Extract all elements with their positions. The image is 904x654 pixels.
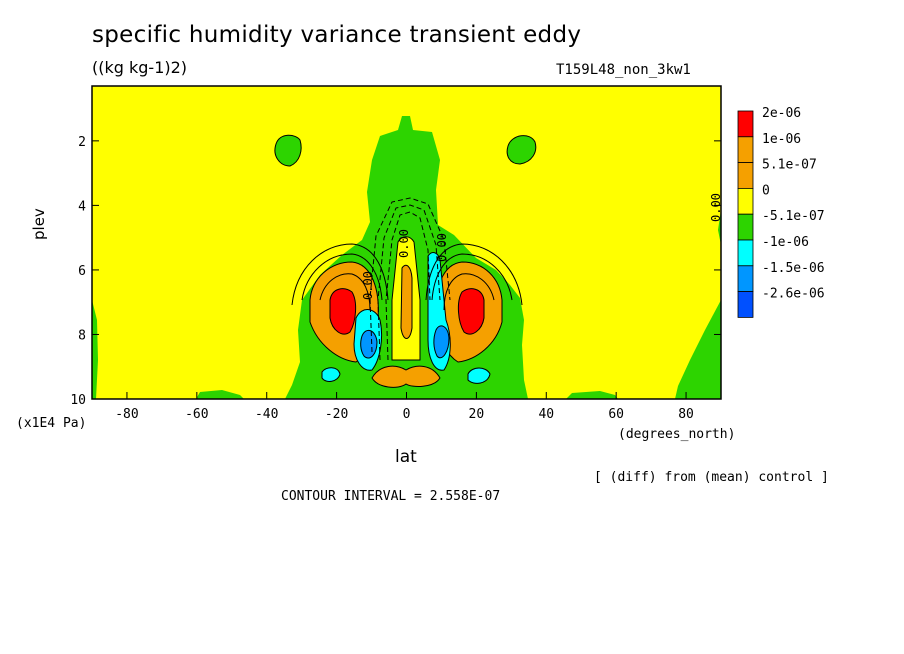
cyan-small-south [321, 367, 341, 382]
legend-swatch [737, 136, 754, 164]
contour-label: 0.00 [397, 229, 411, 258]
contour-line-north-mid [431, 253, 513, 301]
contour-line-north-inner [443, 273, 495, 311]
contour-line-south-mid [301, 253, 383, 301]
green-blob-upper-left [274, 134, 302, 167]
diff-note: [ (diff) from (mean) control ] [594, 470, 829, 485]
contour-label: 0.00 [709, 193, 723, 222]
blue-core-north [433, 325, 450, 359]
y-tick-label: 10 [70, 393, 86, 408]
orange-center-core [400, 264, 413, 339]
dashed-contour-3 [369, 197, 451, 353]
y-tick-label: 8 [78, 328, 86, 343]
x-tick-label: -80 [115, 407, 138, 422]
green-bottom-right [566, 391, 618, 399]
contour-label: 0.00 [435, 233, 449, 262]
x-tick-label: -40 [255, 407, 278, 422]
legend-swatch [737, 162, 754, 189]
contour-line-south-inner [319, 273, 371, 311]
x-axis-unit: (degrees_north) [618, 427, 736, 442]
x-tick-label: -20 [325, 407, 348, 422]
contour-line-north-outer [425, 243, 523, 306]
y-axis-unit: (x1E4 Pa) [16, 416, 87, 431]
legend-swatch [737, 187, 754, 215]
run-name: T159L48_non_3kw1 [556, 62, 691, 78]
red-core-south [329, 288, 357, 335]
green-edge-right [675, 300, 721, 399]
legend-swatch [737, 110, 754, 138]
x-tick-label: 60 [608, 407, 624, 422]
dashed-contour-2 [377, 204, 441, 361]
legend-swatch [737, 239, 754, 267]
green-bottom-left [196, 390, 244, 399]
legend-label: -1e-06 [762, 235, 809, 250]
blue-core-south [360, 329, 378, 359]
y-tick-label: 2 [78, 135, 86, 150]
chart-title: specific humidity variance transient edd… [92, 22, 582, 48]
dashed-contour-1 [385, 211, 431, 361]
legend-swatch [737, 291, 754, 318]
contour-label: 0.00 [361, 271, 375, 300]
y-tick-label: 6 [78, 264, 86, 279]
orange-bottom-center [371, 365, 441, 388]
green-blob-upper-right [506, 135, 537, 165]
x-tick-label: 20 [469, 407, 485, 422]
legend-label: -2.6e-06 [762, 287, 825, 302]
x-tick-label: 0 [403, 407, 411, 422]
x-axis-label: lat [395, 447, 417, 467]
legend-swatch [737, 213, 754, 241]
x-tick-label: 40 [538, 407, 554, 422]
y-tick-label: 4 [78, 199, 86, 214]
x-tick-label: 80 [678, 407, 694, 422]
contour-interval: CONTOUR INTERVAL = 2.558E-07 [281, 489, 501, 504]
legend-label: 2e-06 [762, 106, 801, 121]
legend-label: 0 [762, 183, 770, 198]
legend-label: -5.1e-07 [762, 209, 825, 224]
contour-line-south-outer [291, 243, 389, 306]
legend-label: 5.1e-07 [762, 158, 817, 173]
legend-label: -1.5e-06 [762, 261, 825, 276]
cyan-small-north [467, 367, 491, 384]
legend-label: 1e-06 [762, 132, 801, 147]
legend-swatch [737, 265, 754, 292]
red-core-north [457, 288, 485, 335]
x-tick-label: -60 [185, 407, 208, 422]
chart-units: ((kg kg-1)2) [92, 58, 188, 77]
green-edge-left [92, 300, 98, 399]
